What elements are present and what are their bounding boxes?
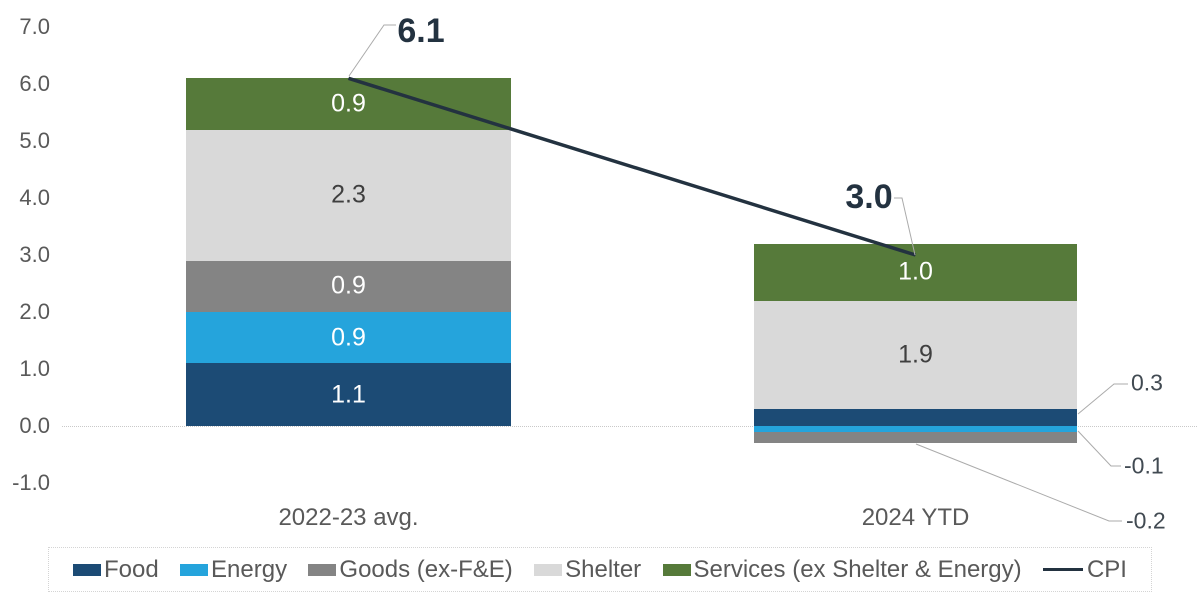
- legend-line-swatch-cpi: [1042, 568, 1083, 571]
- legend-swatch-energy: [180, 563, 209, 576]
- legend-item-cpi: CPI: [1042, 555, 1127, 583]
- legend-label-food: Food: [104, 555, 159, 583]
- legend-item-food: Food: [73, 555, 159, 583]
- segment-value-services-ex-shelter-energy-2024-ytd: 1.0: [898, 257, 933, 286]
- category-label-2024-ytd: 2024 YTD: [861, 504, 970, 531]
- total-label-total-2024: 3.0: [845, 178, 893, 216]
- leader-line-energy-2024: [1077, 430, 1121, 467]
- leader-line-total-2022: [348, 24, 396, 77]
- segment-energy-2024-ytd: [754, 426, 1077, 432]
- legend-swatch-shelter: [534, 563, 563, 576]
- total-label-total-2022: 6.1: [397, 12, 445, 50]
- segment-food-2022-23-avg: [186, 363, 511, 426]
- segment-energy-2022-23-avg: [186, 312, 511, 364]
- legend-swatch-services-ex-shelter-energy: [662, 563, 691, 576]
- segment-value-food-2022-23-avg: 1.1: [331, 380, 366, 409]
- y-axis-tick-4-0: 4.0: [19, 185, 50, 210]
- legend-label-services-ex-shelter-energy: Services (ex Shelter & Energy): [693, 555, 1022, 583]
- legend-label-cpi: CPI: [1086, 555, 1127, 583]
- legend-label-energy: Energy: [211, 555, 288, 583]
- y-axis-tick-2-0: 2.0: [19, 299, 50, 324]
- y-axis-tick-0-0: 0.0: [19, 413, 50, 438]
- segment-value-shelter-2024-ytd: 1.9: [898, 340, 933, 369]
- segment-goods-ex-f-e-2022-23-avg: [186, 260, 511, 312]
- legend-label-goods-ex-f-e: Goods (ex-F&E): [339, 555, 513, 583]
- y-axis-tick-6-0: 6.0: [19, 71, 50, 96]
- segment-food-2024-ytd: [754, 408, 1077, 426]
- y-axis-tick-3-0: 3.0: [19, 242, 50, 267]
- y-axis-tick-5-0: 5.0: [19, 128, 50, 153]
- y-axis-tick-7-0: 7.0: [19, 14, 50, 39]
- callout-label-energy-2024: -0.1: [1124, 452, 1164, 479]
- leader-line-food-2024: [1077, 383, 1128, 415]
- legend: Food Energy Goods (ex-F&E) Shelter Services …: [48, 547, 1152, 592]
- callout-label-food-2024: 0.3: [1131, 369, 1163, 396]
- segment-shelter-2024-ytd: [754, 300, 1077, 409]
- legend-item-goods-ex-f-e: Goods (ex-F&E): [308, 555, 513, 583]
- segment-value-services-ex-shelter-energy-2022-23-avg: 0.9: [331, 89, 366, 118]
- callout-label-goods-2024: -0.2: [1126, 507, 1166, 534]
- y-axis-tick-1-0: 1.0: [19, 356, 50, 381]
- y-axis-tick-1-0: -1.0: [12, 470, 50, 495]
- legend-swatch-food: [73, 563, 101, 576]
- segment-value-shelter-2022-23-avg: 2.3: [331, 180, 366, 209]
- legend-label-shelter: Shelter: [565, 555, 642, 583]
- segment-value-energy-2022-23-avg: 0.9: [331, 323, 366, 352]
- legend-item-services-ex-shelter-energy: Services (ex Shelter & Energy): [662, 555, 1022, 583]
- segment-goods-ex-f-e-2024-ytd: [754, 431, 1077, 444]
- legend-swatch-goods-ex-f-e: [308, 563, 337, 576]
- segment-value-goods-ex-f-e-2022-23-avg: 0.9: [331, 271, 366, 300]
- legend-item-shelter: Shelter: [534, 555, 642, 583]
- zero-gridline: [62, 426, 1197, 427]
- category-label-2022-23-avg: 2022-23 avg.: [278, 504, 419, 531]
- legend-item-energy: Energy: [180, 555, 288, 583]
